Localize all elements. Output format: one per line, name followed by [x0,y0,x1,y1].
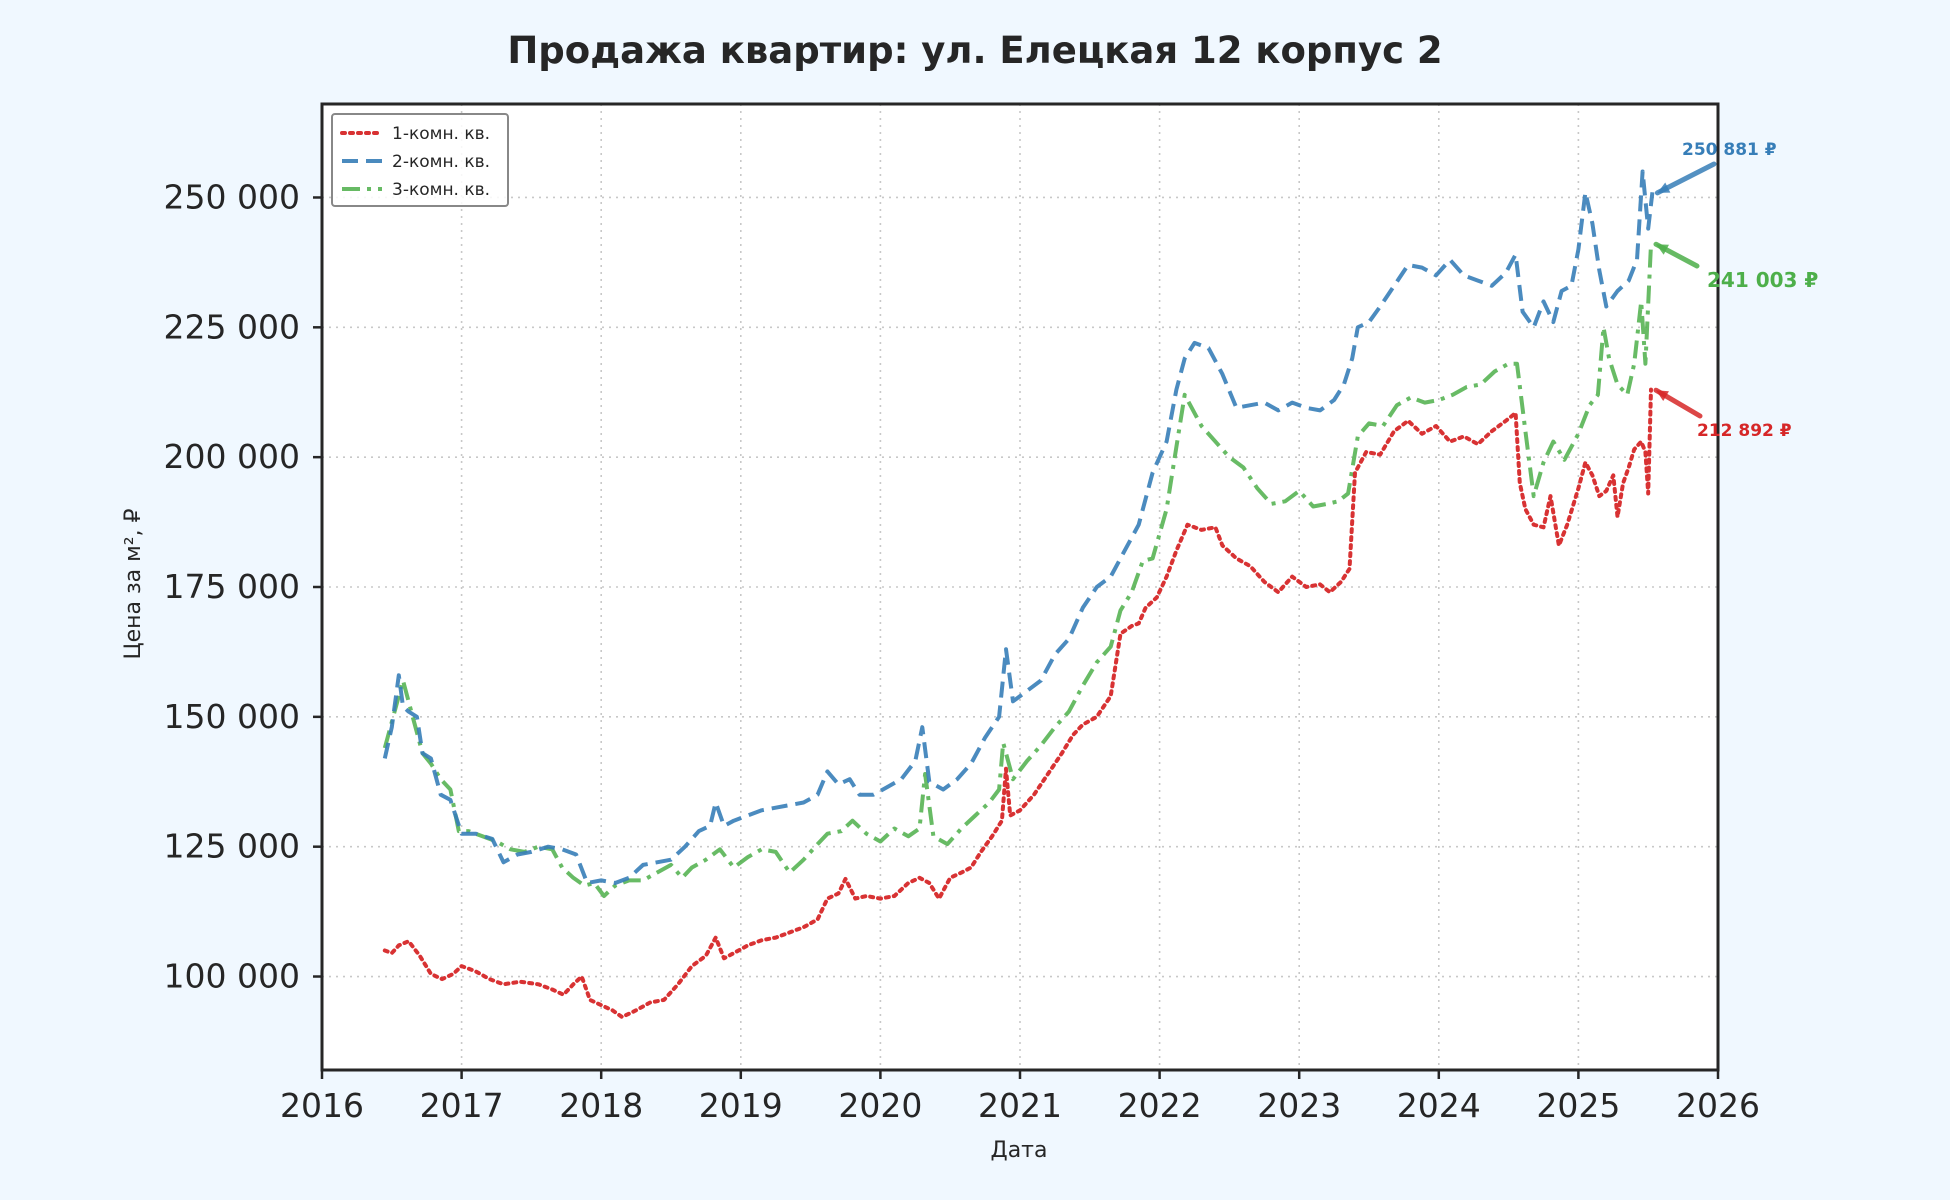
annotation-label: 250 881 ₽ [1682,140,1777,160]
y-tick-label: 150 000 [164,697,300,736]
grid [322,104,1718,1070]
y-axis-label: Цена за м², ₽ [121,508,146,659]
y-tick-label: 175 000 [164,567,300,606]
x-tick-label: 2024 [1397,1086,1481,1125]
legend: 1-комн. кв. 2-комн. кв. 3-комн. кв. [331,113,509,207]
x-tick-label: 2026 [1676,1086,1760,1125]
legend-label: 2-комн. кв. [392,152,490,172]
annotation-arrowhead [1655,390,1669,402]
series-lines [382,169,1655,1019]
y-tick-label: 225 000 [164,307,300,346]
annotation-label: 212 892 ₽ [1697,421,1792,441]
x-tick-label: 2020 [838,1086,922,1125]
x-axis: 2016 2017 2018 2019 2020 2021 2022 2023 2024 2025… [280,1070,1760,1125]
series-line [382,244,1653,898]
series-line [382,387,1653,1019]
y-tick-label: 250 000 [164,177,300,216]
x-tick-label: 2022 [1118,1086,1202,1125]
legend-box [331,113,509,207]
x-tick-label: 2021 [978,1086,1062,1125]
chart-title: Продажа квартир: ул. Елецкая 12 корпус 2 [507,29,1442,72]
y-tick-label: 125 000 [164,827,300,866]
annotation-arrowhead [1655,244,1669,255]
legend-label: 3-комн. кв. [392,180,490,200]
x-tick-label: 2023 [1257,1086,1341,1125]
legend-label: 1-комн. кв. [392,124,490,144]
y-tick-label: 200 000 [164,437,300,476]
annotation-arrowhead [1657,182,1671,193]
x-tick-label: 2016 [280,1086,364,1125]
last-value-annotations: 250 881 ₽ 241 003 ₽ 212 892 ₽ [1653,140,1818,441]
series-line [382,169,1655,885]
x-tick-label: 2025 [1536,1086,1620,1125]
x-tick-label: 2017 [420,1086,504,1125]
y-axis: 100 000 125 000 150 000 175 000 200 000 225 0… [164,177,322,996]
y-tick-label: 100 000 [164,957,300,996]
x-axis-label: Дата [991,1138,1048,1163]
x-tick-label: 2019 [699,1086,783,1125]
x-tick-label: 2018 [559,1086,643,1125]
annotation-label: 241 003 ₽ [1707,268,1818,292]
